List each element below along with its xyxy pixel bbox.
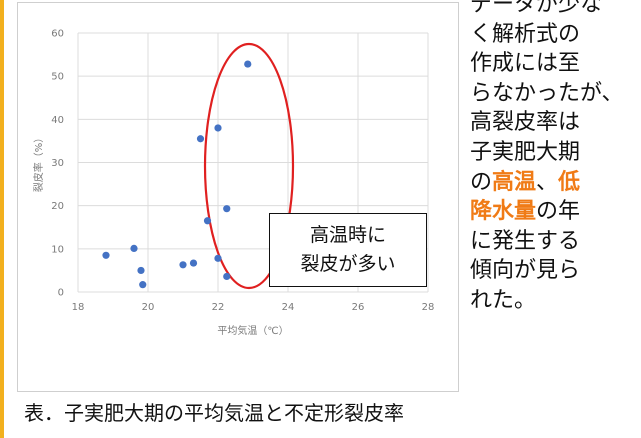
- data-point: [189, 259, 198, 267]
- x-tick-label: 22: [212, 302, 225, 313]
- accent-bar: [0, 0, 4, 438]
- x-tick-label: 28: [422, 302, 435, 313]
- y-axis-title: 裂皮率（%）: [32, 133, 45, 193]
- side-line-8: 降水量の年: [470, 197, 641, 227]
- side-line-4: らなかったが、: [470, 80, 624, 106]
- data-point: [203, 217, 212, 225]
- y-tick-label: 30: [51, 158, 64, 169]
- highlight-precipitation: 降水量: [470, 199, 537, 225]
- x-tick-label: 20: [142, 302, 155, 313]
- highlight-ellipse: [203, 42, 295, 290]
- side-line-9: に発生する: [470, 228, 581, 254]
- data-point: [179, 261, 187, 269]
- data-point: [214, 124, 222, 132]
- scatter-chart: 0 10 20 30 40 50 60 18 20 22 24 26 28 平均気温（℃） 裂皮率（%）: [17, 2, 459, 392]
- side-line-1: データが少な: [470, 0, 603, 17]
- side-description: データが少な く解析式の 作成には至 らなかったが、 高裂皮率は 子実肥大期 の…: [470, 0, 641, 316]
- data-point: [196, 135, 205, 143]
- y-tick-label: 40: [51, 115, 64, 126]
- data-point: [130, 244, 138, 253]
- side-line-3: 作成には至: [470, 51, 581, 77]
- highlight-low: 低: [558, 169, 581, 195]
- side-line-10: 傾向が見ら: [470, 258, 581, 284]
- y-tick-label: 20: [51, 201, 64, 212]
- side-line-8b: の年: [536, 199, 581, 225]
- callout-line-2: 裂皮が多い: [300, 253, 396, 275]
- side-line-2: く解析式の: [470, 21, 581, 47]
- y-tick-label: 10: [51, 244, 64, 255]
- data-point: [223, 205, 231, 213]
- data-point: [137, 266, 145, 275]
- data-point: [102, 251, 110, 259]
- figure-caption: 表．子実肥大期の平均気温と不定形裂皮率: [24, 401, 404, 425]
- x-tick-label: 26: [352, 302, 365, 313]
- y-tick-label: 50: [51, 72, 64, 83]
- x-tick-label: 24: [282, 302, 295, 313]
- x-tick-label: 18: [72, 302, 85, 313]
- side-line-6: 子実肥大期: [470, 139, 581, 165]
- data-point: [214, 254, 222, 262]
- side-line-11: れた。: [470, 287, 537, 313]
- callout-box: 高温時に 裂皮が多い: [269, 213, 427, 287]
- highlight-high-temp: 高温: [492, 169, 537, 195]
- side-line-7a: の: [470, 169, 493, 195]
- side-line-5: 高裂皮率は: [470, 110, 581, 136]
- y-tick-label: 0: [58, 288, 64, 299]
- callout-line-1: 高温時に: [309, 224, 386, 246]
- data-point: [139, 281, 147, 289]
- data-point: [244, 60, 252, 68]
- side-line-7c: 、: [536, 169, 559, 195]
- x-axis-title: 平均気温（℃）: [217, 324, 288, 337]
- side-line-7: の高温、低: [470, 168, 641, 198]
- data-point: [223, 272, 231, 281]
- y-tick-label: 60: [51, 29, 64, 40]
- chart-canvas: 0 10 20 30 40 50 60 18 20 22 24 26 28 平均気温（℃） 裂皮率（%）: [32, 29, 435, 338]
